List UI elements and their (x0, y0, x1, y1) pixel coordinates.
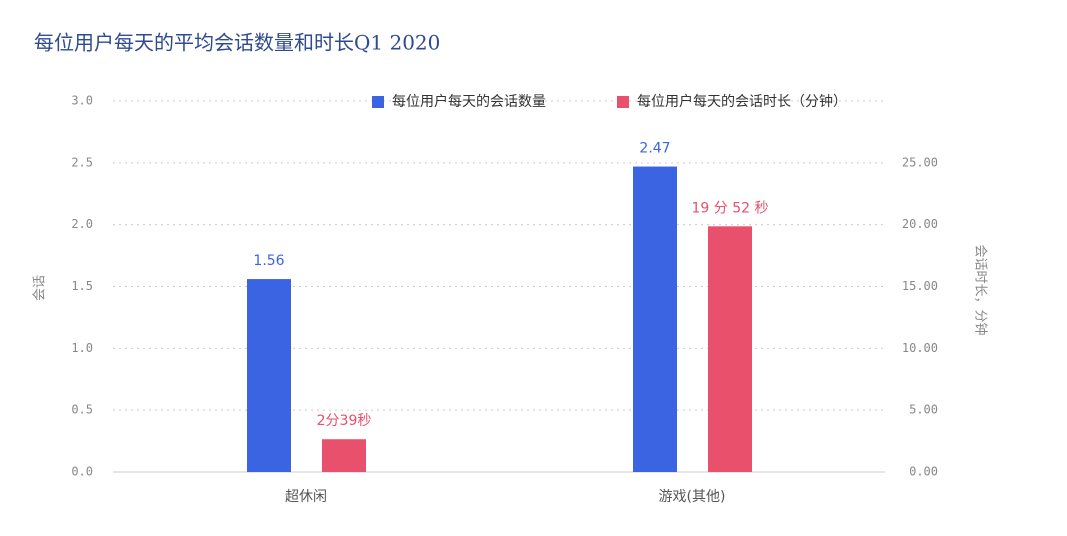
y-tick-label: 0.0 (71, 465, 93, 479)
x-tick-label: 超休闲 (285, 489, 327, 505)
y2-tick-label: 20.00 (902, 217, 938, 231)
data-label: 2分39秒 (317, 413, 372, 429)
y-tick-label: 1.5 (71, 279, 93, 293)
bar (633, 166, 677, 472)
data-label: 19 分 52 秒 (692, 200, 769, 216)
y2-tick-label: 15.00 (902, 279, 938, 293)
legend-swatch (372, 96, 384, 108)
y-tick-label: 1.0 (71, 341, 93, 355)
data-label: 2.47 (639, 141, 670, 157)
data-label: 1.56 (253, 253, 284, 269)
legend-label: 每位用户每天的会话数量 (392, 93, 546, 110)
y2-tick-label: 10.00 (902, 341, 938, 355)
legend-swatch (617, 96, 629, 108)
y2-axis-label: 会话时长，分钟 (973, 244, 989, 335)
bar (322, 439, 366, 472)
chart-title: 每位用户每天的平均会话数量和时长Q1 2020 (34, 31, 440, 55)
x-tick-label: 游戏(其他) (659, 489, 726, 505)
bar (247, 279, 291, 472)
y2-tick-label: 0.00 (909, 465, 938, 479)
y-tick-label: 2.0 (71, 217, 93, 231)
y-tick-label: 3.0 (71, 94, 93, 108)
y-tick-label: 0.5 (71, 403, 93, 417)
y2-tick-label: 25.00 (902, 155, 938, 169)
legend-label: 每位用户每天的会话时长（分钟） (637, 93, 847, 110)
bar (708, 226, 752, 472)
y-axis-label: 会话 (33, 275, 48, 301)
y2-tick-label: 5.00 (909, 403, 938, 417)
y-tick-label: 2.5 (71, 155, 93, 169)
